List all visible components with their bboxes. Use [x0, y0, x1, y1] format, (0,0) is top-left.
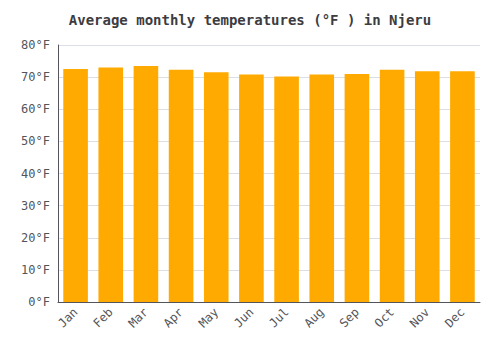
svg-text:Jun: Jun [231, 305, 256, 330]
svg-text:20°F: 20°F [21, 231, 50, 245]
svg-text:30°F: 30°F [21, 199, 50, 213]
svg-text:80°F: 80°F [21, 38, 50, 52]
svg-text:Jan: Jan [55, 305, 80, 330]
svg-text:Dec: Dec [442, 305, 467, 330]
svg-text:60°F: 60°F [21, 102, 50, 116]
svg-text:10°F: 10°F [21, 263, 50, 277]
svg-text:Sep: Sep [337, 305, 362, 330]
svg-text:Jul: Jul [266, 305, 291, 330]
svg-text:Aug: Aug [301, 305, 326, 330]
svg-text:May: May [196, 305, 221, 330]
svg-text:Nov: Nov [407, 305, 432, 330]
svg-text:Oct: Oct [372, 305, 397, 330]
svg-text:Mar: Mar [126, 305, 151, 330]
svg-text:Feb: Feb [90, 305, 115, 330]
svg-text:Average monthly temperatures (: Average monthly temperatures (°F ) in Nj… [69, 12, 431, 28]
svg-text:0°F: 0°F [28, 295, 50, 309]
svg-text:Apr: Apr [161, 305, 186, 330]
svg-text:50°F: 50°F [21, 134, 50, 148]
svg-text:40°F: 40°F [21, 167, 50, 181]
svg-text:70°F: 70°F [21, 70, 50, 84]
